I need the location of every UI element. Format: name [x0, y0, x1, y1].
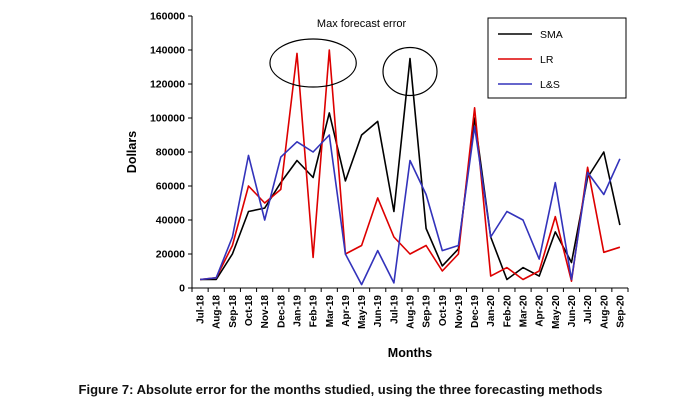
y-tick-label: 120000 — [150, 79, 185, 91]
figure-caption: Figure 7: Absolute error for the months … — [78, 381, 603, 397]
y-tick-label: 40000 — [156, 215, 185, 227]
x-tick-label: Aug-19 — [406, 295, 417, 329]
legend-label-lr: LR — [540, 54, 554, 66]
series-line-l-s — [200, 125, 621, 286]
y-tick-label: 0 — [179, 283, 185, 295]
x-tick-label: Aug-20 — [599, 295, 610, 329]
x-tick-label: Feb-20 — [502, 295, 513, 328]
x-tick-label: Feb-19 — [309, 295, 320, 328]
x-tick-label: Dec-19 — [470, 295, 481, 328]
x-tick-label: Oct-19 — [438, 295, 449, 327]
x-tick-label: Mar-19 — [325, 295, 336, 328]
x-tick-label: Jul-19 — [389, 295, 400, 324]
x-tick-label: Jul-18 — [196, 295, 207, 324]
x-tick-label: Jul-20 — [583, 295, 594, 324]
legend-label-sma: SMA — [540, 29, 563, 41]
y-tick-label: 140000 — [150, 45, 185, 57]
y-tick-label: 60000 — [156, 181, 185, 193]
legend-label-l-s: L&S — [540, 79, 560, 91]
y-tick-label: 20000 — [156, 249, 185, 261]
x-tick-label: Jun-20 — [567, 295, 578, 328]
y-tick-label: 80000 — [156, 147, 185, 159]
x-axis-title: Months — [388, 346, 432, 360]
x-tick-label: Apr-19 — [341, 295, 352, 327]
chart-area: 0 20000 40000 60000 80000 100000 120000 140000 1… — [125, 11, 629, 360]
annotation-label: Max forecast error — [317, 18, 407, 30]
x-tick-label: May-20 — [551, 295, 562, 329]
y-tick-label: 100000 — [150, 113, 185, 125]
x-tick-label: Oct-18 — [244, 295, 255, 327]
max-error-ellipse — [269, 38, 357, 88]
x-tick-label: Jun-19 — [373, 295, 384, 328]
x-tick-label: May-19 — [357, 295, 368, 329]
x-tick-label: Aug-18 — [212, 295, 223, 329]
y-tick-label: 160000 — [150, 11, 185, 23]
x-tick-label: Jan-20 — [486, 295, 497, 327]
x-tick-label: Dec-18 — [276, 295, 287, 328]
x-tick-label: Apr-20 — [535, 295, 546, 327]
max-error-ellipse — [382, 46, 438, 97]
x-tick-label: Sep-19 — [422, 295, 433, 328]
x-tick-label: Jan-19 — [292, 295, 303, 327]
y-axis-title: Dollars — [125, 131, 139, 173]
line-chart: 0 20000 40000 60000 80000 100000 120000 140000 1… — [125, 11, 629, 360]
x-tick-label: Nov-18 — [260, 295, 271, 329]
x-tick-label: Nov-19 — [454, 295, 465, 329]
x-tick-label: Sep-20 — [615, 295, 626, 328]
x-tick-label: Sep-18 — [228, 295, 239, 328]
x-tick-label: Mar-20 — [519, 295, 530, 328]
